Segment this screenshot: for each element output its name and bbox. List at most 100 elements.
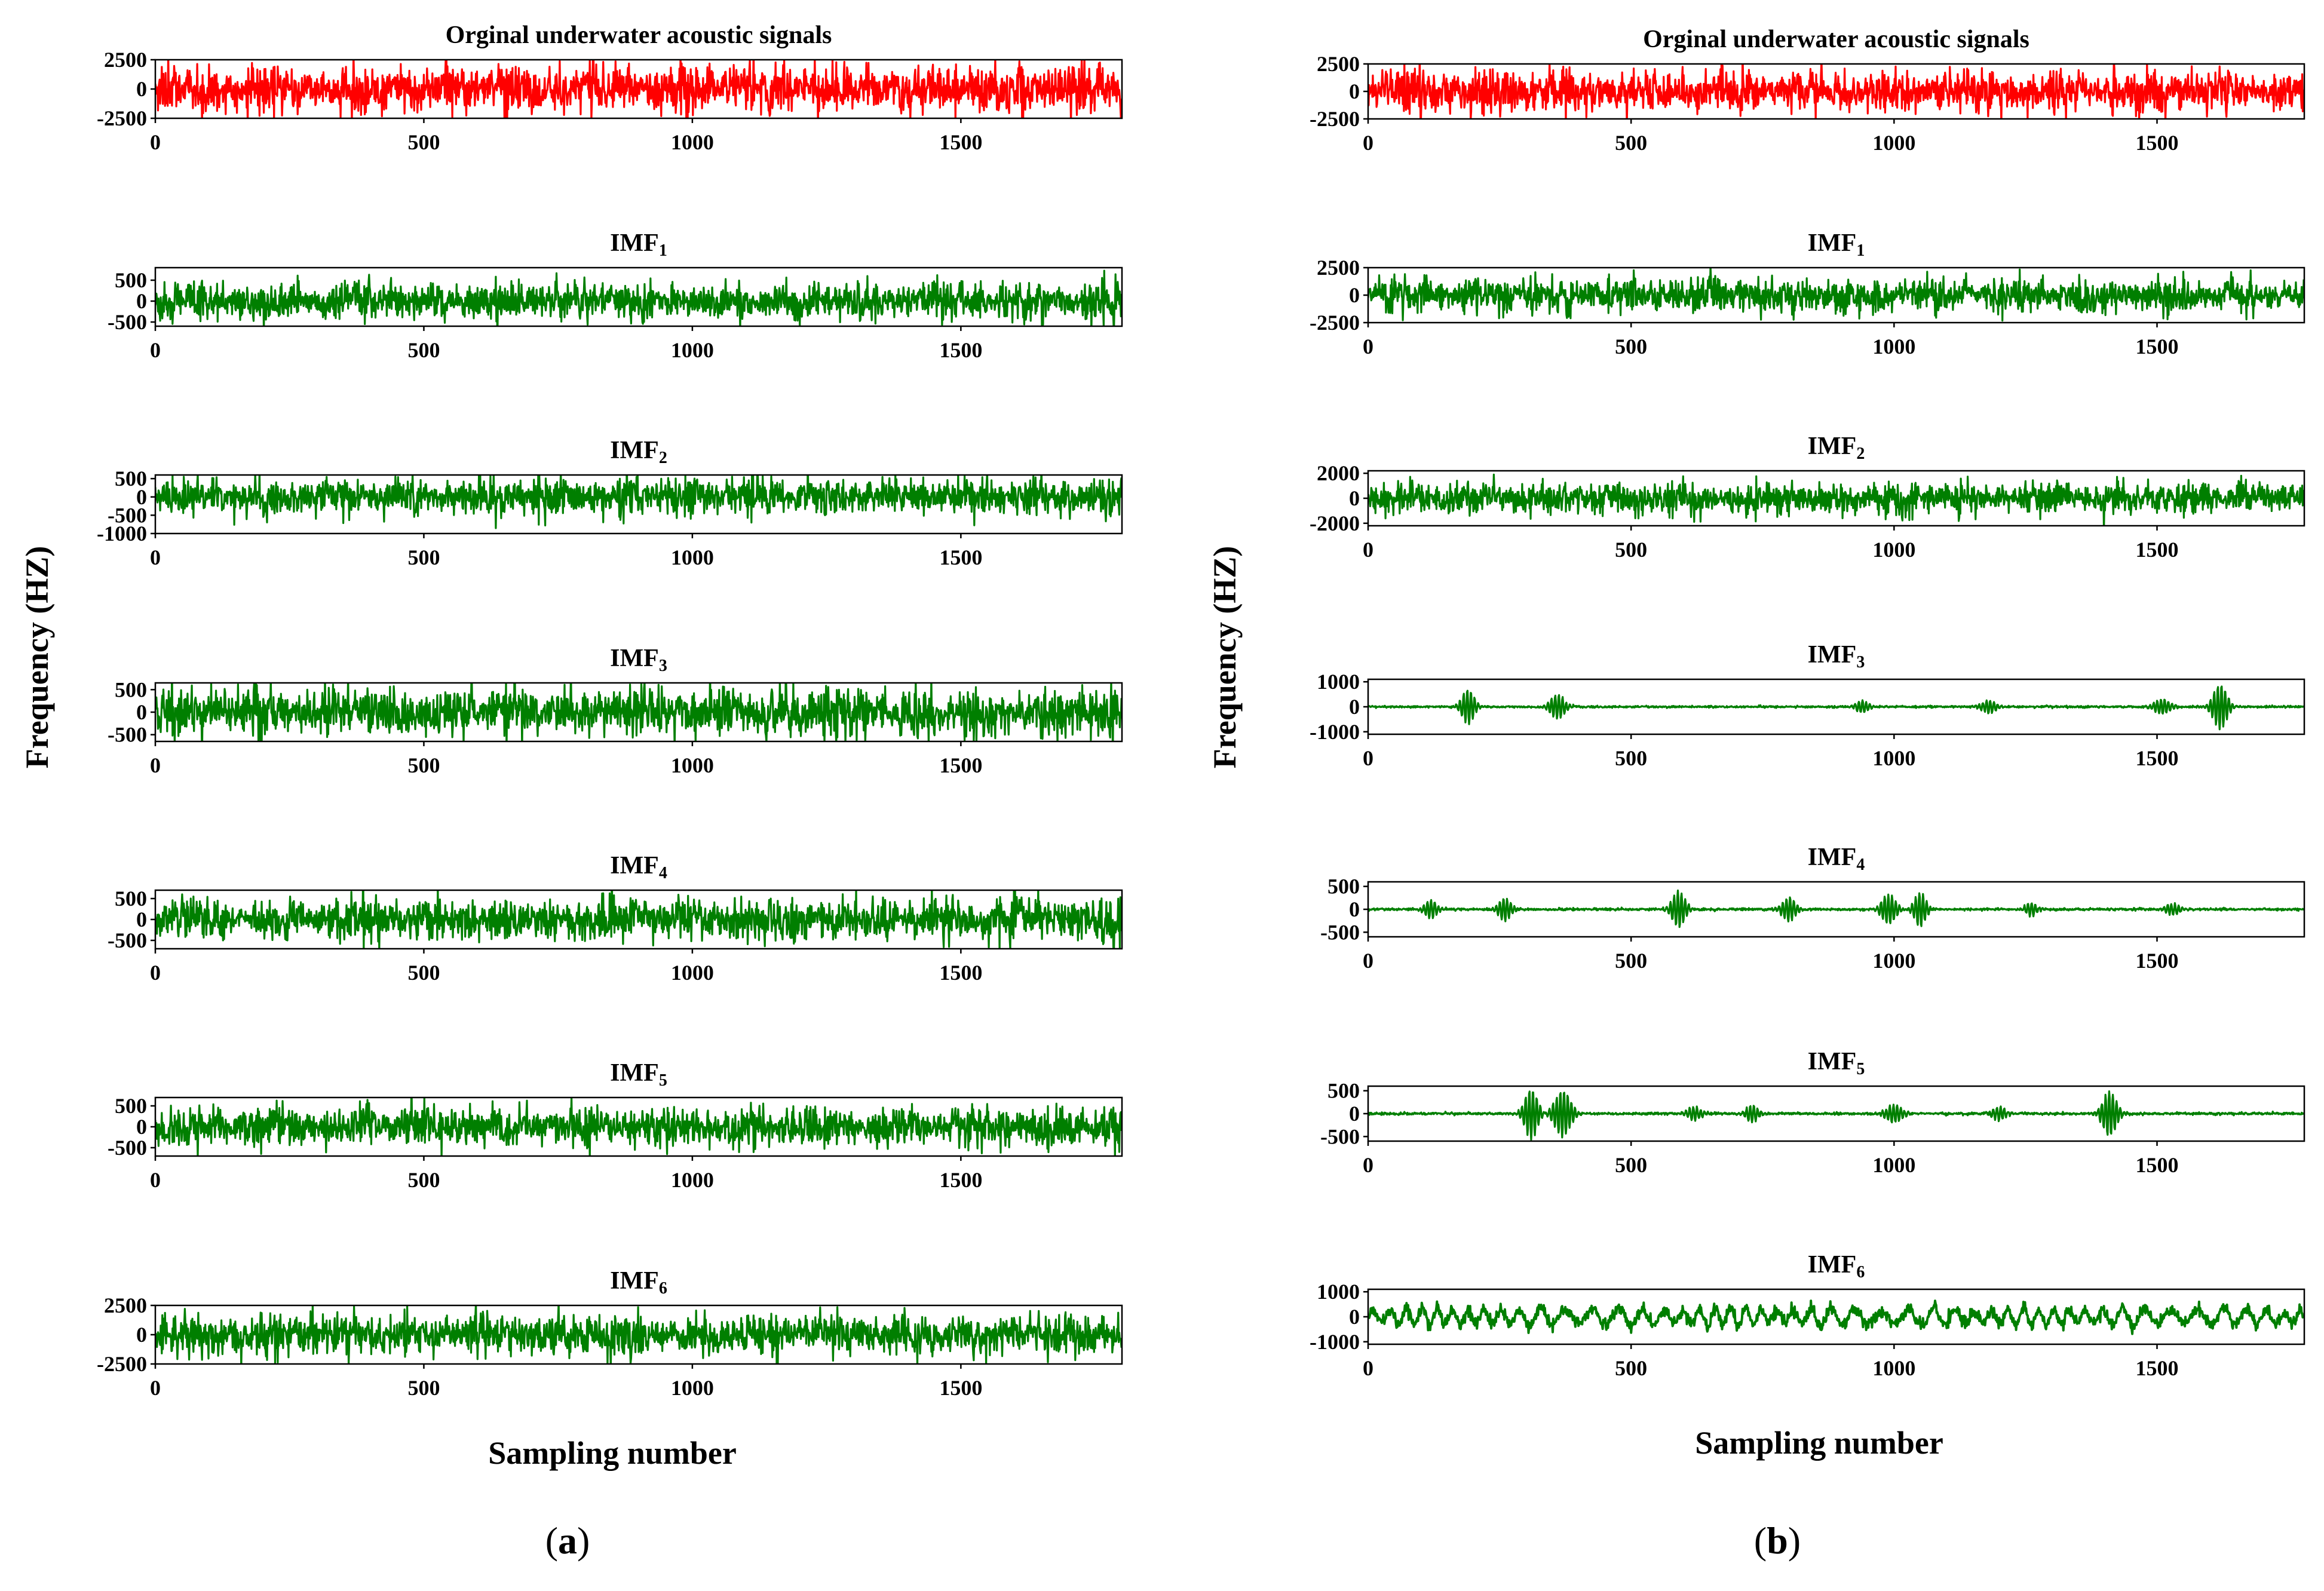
y-tick-label: 0 bbox=[136, 485, 147, 509]
x-axis-label: Sampling number bbox=[488, 1435, 737, 1471]
x-tick-label: 500 bbox=[1615, 746, 1647, 770]
x-tick-label: 500 bbox=[1615, 335, 1647, 358]
x-tick-label: 0 bbox=[1363, 1356, 1373, 1380]
x-tick-label: 1000 bbox=[1872, 538, 1915, 562]
y-tick-label: 2000 bbox=[1317, 461, 1360, 485]
panel-title-subscript: 2 bbox=[1856, 445, 1865, 463]
panel-title: Orginal underwater acoustic signals bbox=[1643, 26, 2029, 53]
caption: (b) bbox=[1754, 1519, 1801, 1562]
y-tick-label: 2500 bbox=[1317, 256, 1360, 280]
signal-line bbox=[1368, 889, 2304, 928]
y-tick-label: 500 bbox=[115, 887, 147, 911]
x-tick-label: 1000 bbox=[671, 545, 714, 569]
signal-line bbox=[1368, 64, 2304, 119]
panel-title-subscript: 1 bbox=[659, 241, 667, 260]
y-tick-label: -500 bbox=[108, 928, 147, 952]
panel-title-subscript: 6 bbox=[1856, 1263, 1865, 1282]
y-tick-label: 1000 bbox=[1317, 1280, 1360, 1304]
panel-title: IMF2 bbox=[1808, 433, 1865, 463]
x-tick-label: 0 bbox=[1363, 335, 1373, 358]
y-tick-label: 0 bbox=[136, 77, 147, 101]
x-tick-label: 0 bbox=[150, 545, 161, 569]
x-tick-label: 1000 bbox=[1872, 1356, 1915, 1380]
x-tick-label: 1500 bbox=[2136, 949, 2179, 973]
panel-frame bbox=[154, 474, 1123, 535]
y-tick-label: 500 bbox=[1327, 1079, 1360, 1103]
x-tick-label: 500 bbox=[1615, 131, 1647, 155]
x-tick-label: 1500 bbox=[939, 130, 982, 154]
y-tick-label: 1000 bbox=[1317, 670, 1360, 694]
panel-title: IMF5 bbox=[610, 1059, 667, 1090]
caption-letter: b bbox=[1767, 1519, 1788, 1562]
x-tick-label: 1000 bbox=[671, 338, 714, 362]
y-tick-label: 500 bbox=[115, 268, 147, 292]
x-tick-label: 0 bbox=[1363, 1153, 1373, 1177]
x-tick-label: 0 bbox=[150, 130, 161, 154]
x-tick-label: 1500 bbox=[939, 338, 982, 362]
y-tick-label: -500 bbox=[108, 723, 147, 747]
panel-b-0: Orginal underwater acoustic signals 2500 0… bbox=[1310, 26, 2305, 155]
y-tick-label: -1000 bbox=[1310, 1330, 1360, 1354]
x-tick-label: 500 bbox=[1615, 1153, 1647, 1177]
panel-a-0: Orginal underwater acoustic signals 2500 0… bbox=[97, 22, 1123, 154]
y-tick-label: -500 bbox=[108, 310, 147, 334]
y-tick-label: -2500 bbox=[1310, 107, 1360, 131]
signal-line bbox=[1368, 473, 2304, 526]
x-tick-label: 500 bbox=[1615, 949, 1647, 973]
x-tick-label: 1500 bbox=[2136, 1153, 2179, 1177]
y-tick-label: 0 bbox=[1349, 1305, 1360, 1329]
panel-title: IMF5 bbox=[1808, 1048, 1865, 1078]
chart-b: Orginal underwater acoustic signals25000… bbox=[1207, 26, 2305, 1562]
x-tick-label: 0 bbox=[150, 338, 161, 362]
y-tick-label: 2500 bbox=[104, 1293, 147, 1317]
x-tick-label: 1000 bbox=[671, 1376, 714, 1400]
y-tick-label: 0 bbox=[1349, 695, 1360, 719]
x-tick-label: 1000 bbox=[1872, 131, 1915, 155]
panel-title: IMF4 bbox=[1808, 844, 1865, 874]
y-tick-label: 0 bbox=[1349, 79, 1360, 103]
y-tick-label: 500 bbox=[115, 678, 147, 701]
panel-title: IMF6 bbox=[1808, 1251, 1865, 1282]
x-tick-label: 1500 bbox=[939, 753, 982, 777]
x-tick-label: 1500 bbox=[2136, 538, 2179, 562]
signal-line bbox=[155, 1098, 1122, 1156]
panel-title-subscript: 3 bbox=[659, 657, 667, 675]
y-tick-label: 0 bbox=[136, 1323, 147, 1347]
y-tick-label: -2500 bbox=[1310, 311, 1360, 335]
y-tick-label: 2500 bbox=[1317, 52, 1360, 76]
panel-title: IMF2 bbox=[610, 437, 667, 467]
y-axis-label: Frequency (HZ) bbox=[19, 546, 55, 768]
panel-title-subscript: 5 bbox=[1856, 1060, 1865, 1078]
x-tick-label: 1000 bbox=[1872, 335, 1915, 358]
x-tick-label: 500 bbox=[407, 130, 440, 154]
x-tick-label: 0 bbox=[150, 753, 161, 777]
x-tick-label: 1000 bbox=[671, 961, 714, 985]
panel-title-subscript: 5 bbox=[659, 1071, 667, 1090]
x-tick-label: 500 bbox=[407, 545, 440, 569]
x-axis-label: Sampling number bbox=[1695, 1425, 1943, 1461]
y-tick-label: 0 bbox=[1349, 283, 1360, 307]
panel-title: IMF3 bbox=[610, 645, 667, 675]
x-tick-label: 0 bbox=[150, 1376, 161, 1400]
y-tick-label: 2500 bbox=[104, 48, 147, 72]
signal-line bbox=[1368, 1090, 2304, 1141]
x-tick-label: 1000 bbox=[1872, 949, 1915, 973]
x-tick-label: 500 bbox=[407, 338, 440, 362]
panel-frame bbox=[154, 266, 1123, 327]
signal-line bbox=[155, 683, 1122, 741]
x-tick-label: 1500 bbox=[939, 545, 982, 569]
x-tick-label: 1500 bbox=[2136, 131, 2179, 155]
caption-letter: a bbox=[558, 1519, 577, 1562]
x-tick-label: 1000 bbox=[1872, 746, 1915, 770]
y-axis-label: Frequency (HZ) bbox=[1207, 546, 1243, 768]
x-tick-label: 1000 bbox=[1872, 1153, 1915, 1177]
caption: (a) bbox=[545, 1519, 590, 1562]
y-tick-label: -1000 bbox=[1310, 720, 1360, 744]
y-tick-label: 500 bbox=[115, 1094, 147, 1118]
